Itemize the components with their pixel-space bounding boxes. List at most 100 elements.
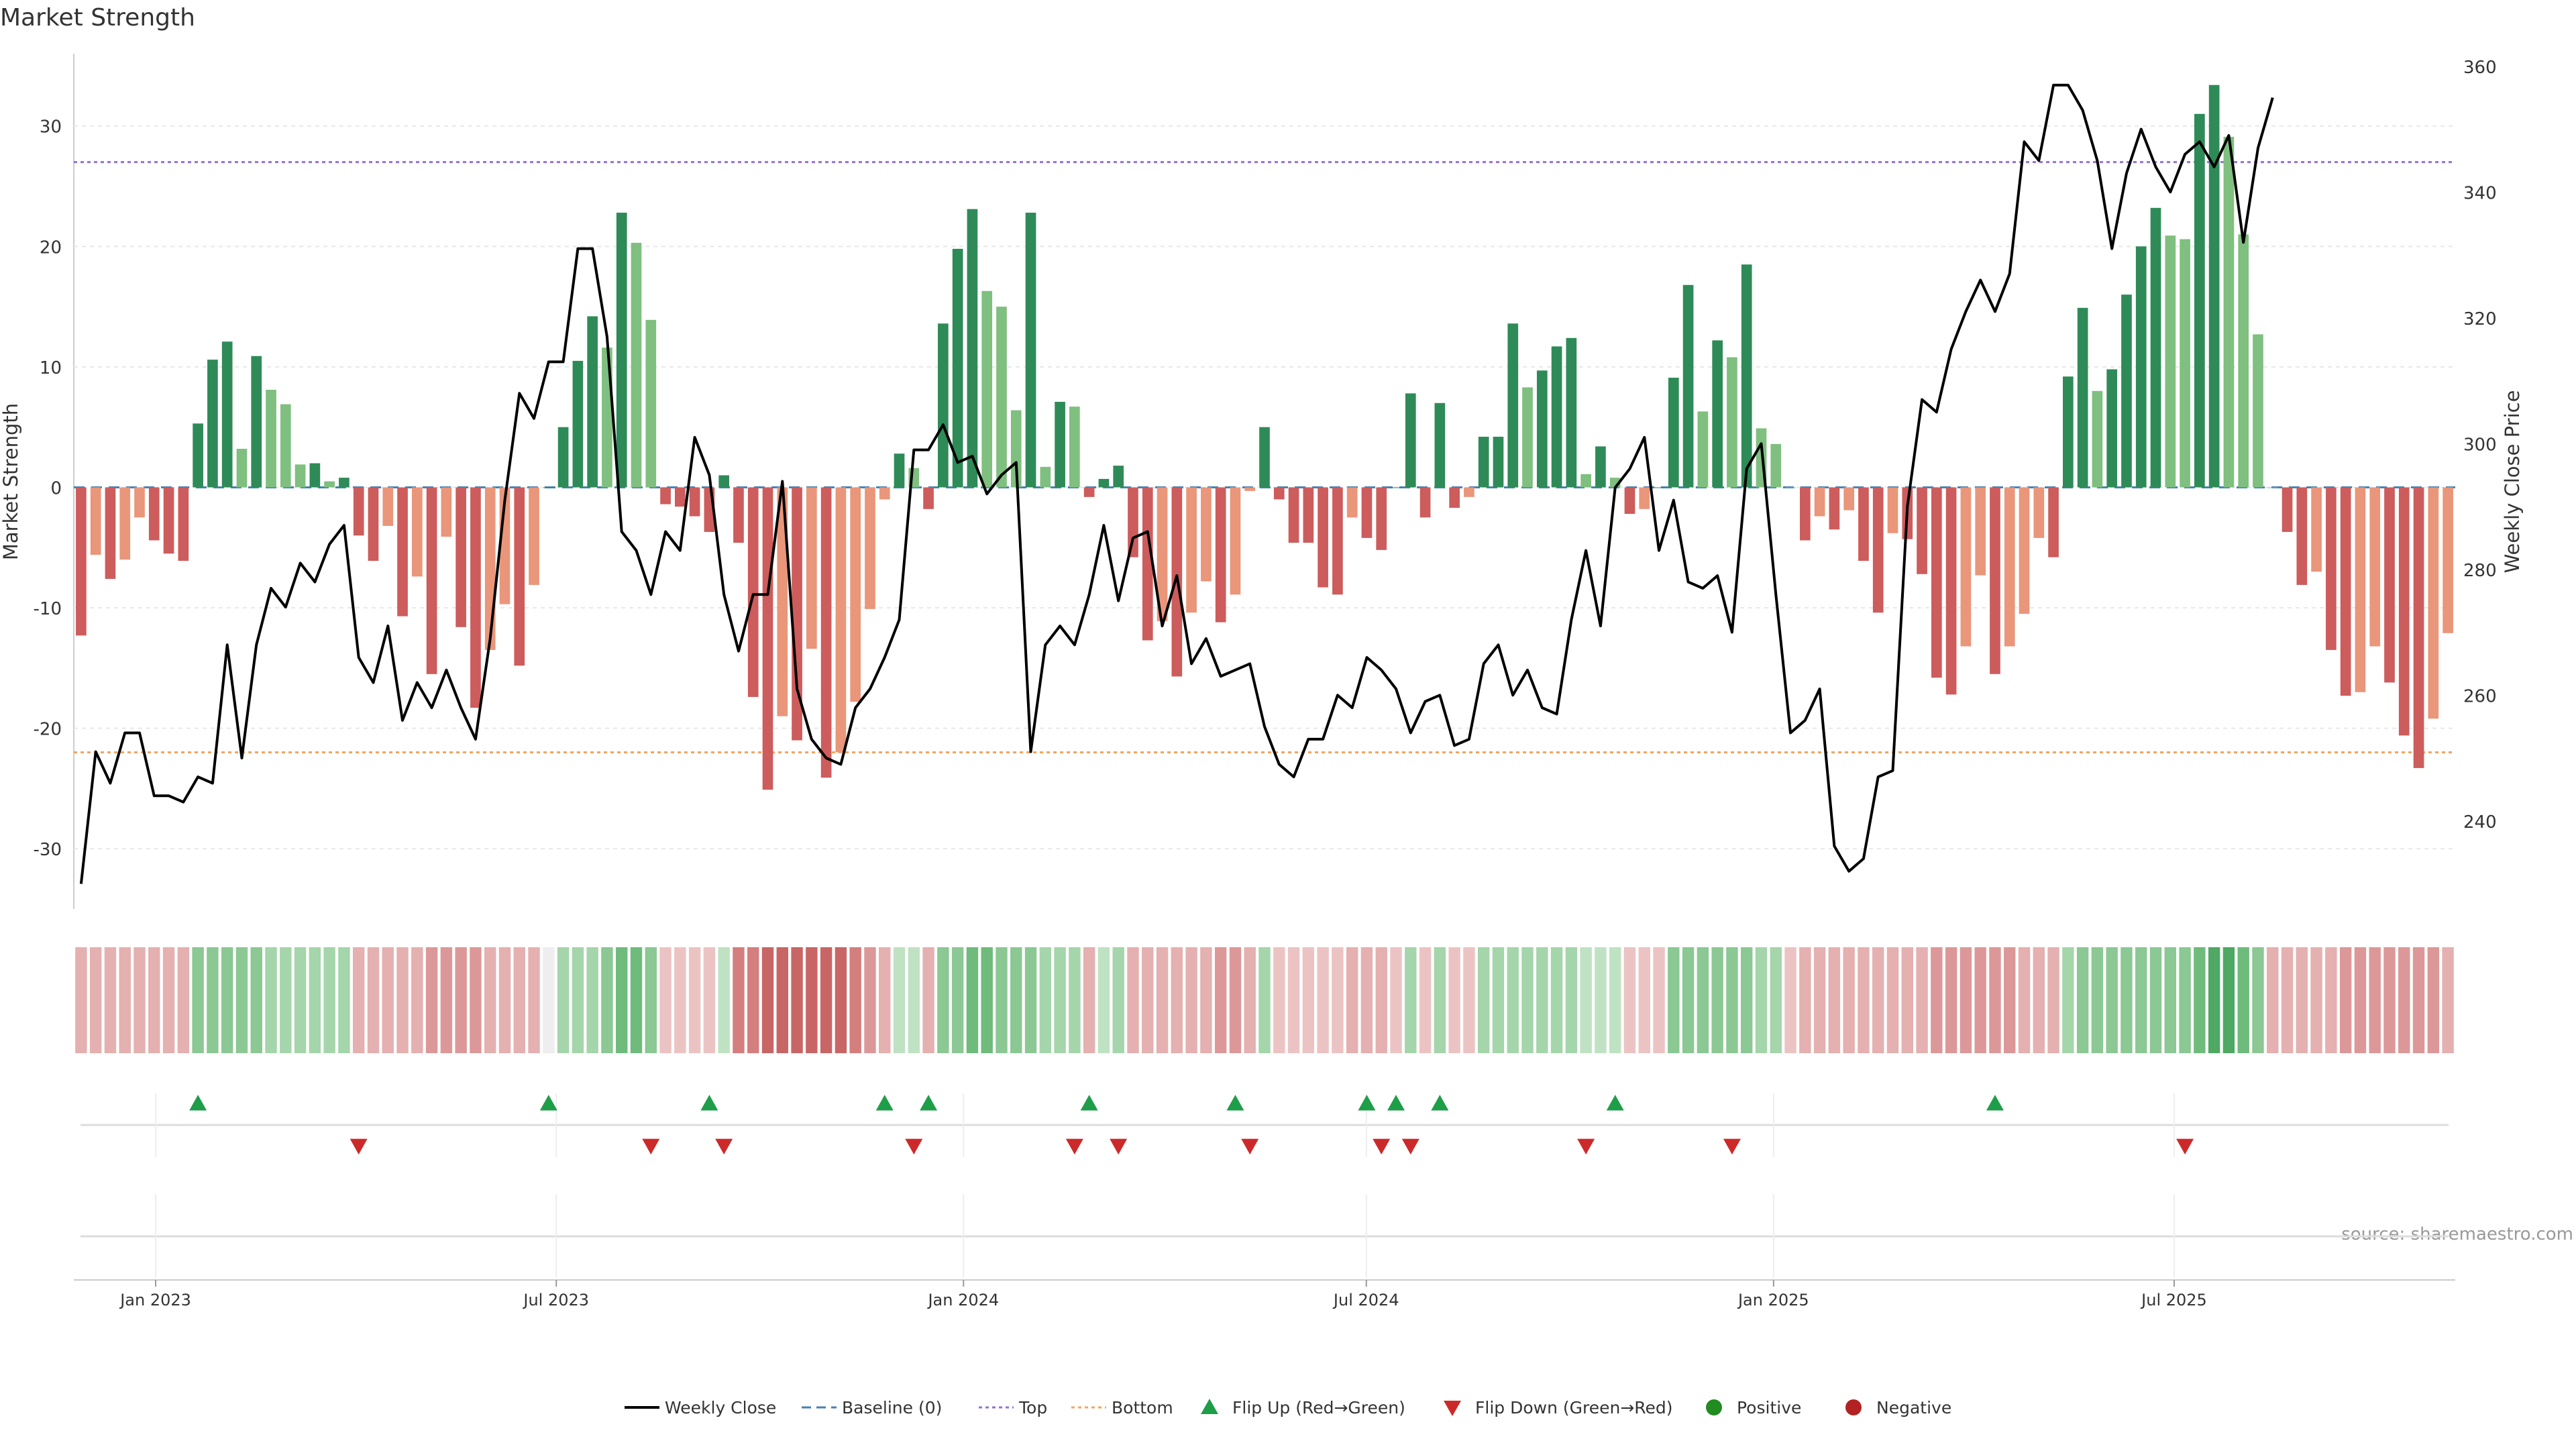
- y-axis-ticks: -30 -20 -10 0 10 20 30: [34, 117, 62, 860]
- strength-bar: [1055, 401, 1065, 488]
- heat-cell: [177, 947, 190, 1053]
- heat-cell: [1755, 947, 1768, 1053]
- heat-cell: [1813, 947, 1826, 1053]
- heat-cell: [148, 947, 160, 1053]
- flip-down-marker: [2176, 1138, 2194, 1155]
- strength-bar: [1405, 393, 1416, 488]
- strength-bar: [1727, 357, 1737, 488]
- strength-bar: [2194, 113, 2205, 488]
- strength-bar: [178, 487, 189, 561]
- strength-bar: [1025, 213, 1036, 488]
- legend-swatch-triangle-down: [1444, 1401, 1461, 1416]
- heat-cell: [1069, 947, 1081, 1053]
- strength-bar: [193, 423, 203, 488]
- strength-bar: [2004, 487, 2015, 647]
- strength-bar: [557, 427, 569, 488]
- y-tick-label: 20: [40, 237, 62, 258]
- strength-bar: [1624, 487, 1635, 514]
- strength-bar: [2063, 376, 2074, 488]
- strength-bar: [1186, 487, 1197, 613]
- heat-cell: [747, 947, 759, 1053]
- strength-bar: [587, 316, 598, 488]
- strength-bar: [967, 209, 978, 488]
- heat-cell: [835, 947, 847, 1053]
- heat-cell: [440, 947, 453, 1053]
- heat-cell: [1784, 947, 1796, 1053]
- heat-cell: [294, 947, 307, 1053]
- strength-bar: [1843, 487, 1855, 511]
- strength-bar: [441, 487, 452, 537]
- x-tick-label: Jul 2023: [522, 1291, 589, 1309]
- strength-bar: [148, 487, 160, 541]
- strength-bar: [1128, 487, 1138, 557]
- heat-cell: [2354, 947, 2367, 1053]
- strength-bar: [1522, 387, 1533, 488]
- strength-bar: [806, 487, 817, 649]
- heat-cell: [338, 947, 350, 1053]
- strength-bar: [236, 449, 248, 488]
- strength-bar: [2443, 487, 2453, 633]
- strength-bar: [2369, 487, 2381, 647]
- heat-cell: [1609, 947, 1621, 1053]
- strength-bar: [572, 360, 584, 488]
- strength-bar: [2428, 487, 2439, 719]
- strength-bar: [2223, 136, 2235, 488]
- heat-cell: [1024, 947, 1037, 1053]
- heat-cell: [1112, 947, 1124, 1053]
- heat-cell: [674, 947, 686, 1053]
- heat-cell: [849, 947, 861, 1053]
- heat-cell: [2369, 947, 2381, 1053]
- strength-bar: [718, 475, 730, 488]
- strength-bar: [1536, 370, 1548, 488]
- weekly-close-line: [79, 83, 2274, 884]
- heat-cell: [1492, 947, 1505, 1053]
- heat-cell: [1989, 947, 2001, 1053]
- legend-label: Negative: [1876, 1398, 1951, 1417]
- strength-bar: [2282, 487, 2293, 532]
- legend-label: Flip Up (Red→Green): [1232, 1398, 1405, 1417]
- chart-title: Market Strength: [0, 4, 195, 32]
- legend: Weekly Close Baseline (0) Top Bottom Flip Up…: [625, 1398, 1951, 1417]
- heat-cell: [192, 947, 204, 1053]
- heat-cell: [1097, 947, 1110, 1053]
- y2-axis-label: Weekly Close Price: [2501, 390, 2524, 574]
- heat-strip: [75, 947, 2454, 1053]
- strength-bar: [762, 487, 773, 790]
- strength-bar: [1990, 487, 2000, 674]
- strength-bar: [865, 487, 875, 609]
- heat-cell: [1244, 947, 1256, 1053]
- strength-bar: [616, 213, 627, 488]
- strength-bar: [2326, 487, 2337, 650]
- heat-cell: [470, 947, 482, 1053]
- legend-item: Negative: [1845, 1398, 1951, 1417]
- heat-cell: [1901, 947, 1913, 1053]
- strength-bar: [1917, 487, 1927, 574]
- heat-cell: [776, 947, 788, 1053]
- strength-bar: [894, 453, 905, 488]
- heat-cell: [1872, 947, 1884, 1053]
- heat-cell: [104, 947, 117, 1053]
- heat-cell: [879, 947, 891, 1053]
- heat-cell: [1171, 947, 1183, 1053]
- strength-bar: [674, 487, 686, 507]
- heat-cell: [1536, 947, 1548, 1053]
- heat-cell: [1697, 947, 1709, 1053]
- legend-label: Baseline (0): [842, 1398, 942, 1417]
- strength-bar: [2165, 235, 2176, 488]
- heat-cell: [937, 947, 949, 1053]
- flip-down-marker: [715, 1138, 733, 1155]
- flip-up-marker: [700, 1095, 718, 1111]
- heat-cell: [323, 947, 335, 1053]
- strength-bar: [689, 487, 700, 517]
- heat-cell: [1565, 947, 1578, 1053]
- heat-cell: [1214, 947, 1227, 1053]
- strength-bar: [1464, 487, 1474, 497]
- flip-up-marker: [1606, 1095, 1624, 1111]
- strength-bar: [309, 463, 321, 488]
- flip-up-marker: [920, 1095, 938, 1111]
- strength-bar: [1215, 487, 1226, 623]
- strength-bar: [1346, 487, 1358, 518]
- heat-cell: [996, 947, 1008, 1053]
- x-tick-label: Jul 2024: [1332, 1291, 1399, 1309]
- flip-down-marker: [1110, 1138, 1128, 1155]
